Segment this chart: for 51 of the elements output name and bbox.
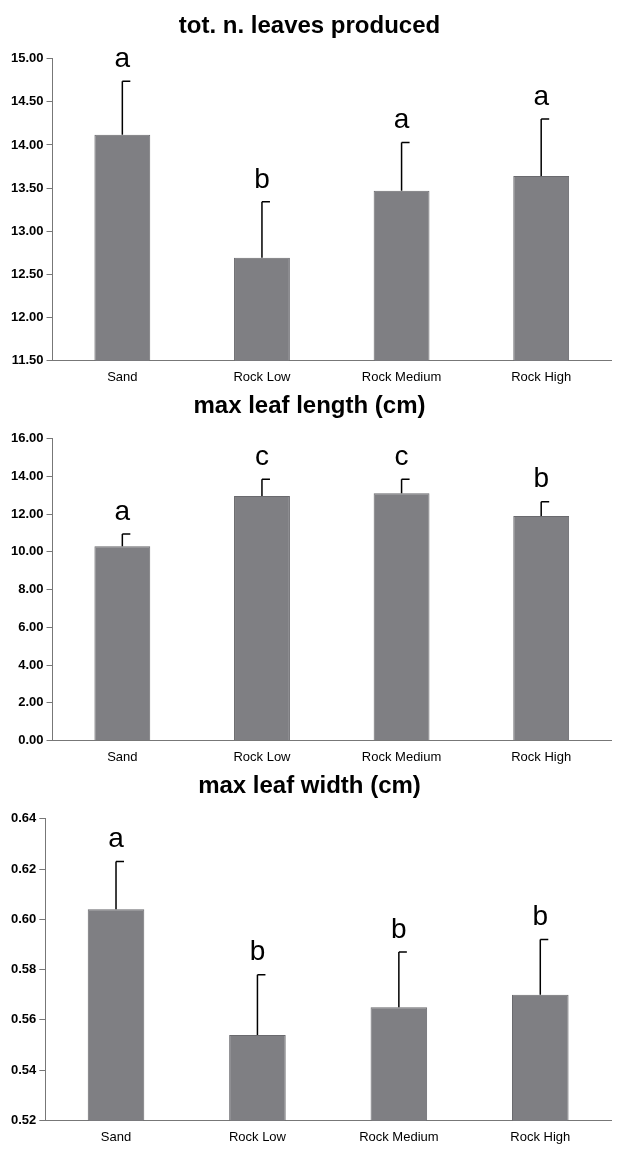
data-label: b xyxy=(391,912,407,944)
x-tick-label: Sand xyxy=(107,748,138,764)
data-label: b xyxy=(254,162,270,194)
y-tick-label: 13.00 xyxy=(10,222,44,238)
y-tick-label: 10.00 xyxy=(10,543,44,559)
y-tick-label: 0.00 xyxy=(18,731,44,747)
y-tick-label: 11.50 xyxy=(11,351,44,367)
x-tick-label: Sand xyxy=(100,1128,132,1144)
chart-title: max leaf length (cm) xyxy=(193,391,426,419)
x-tick-label: Rock Low xyxy=(228,1128,287,1144)
data-label: c xyxy=(254,439,269,471)
x-tick-label: Sand xyxy=(107,368,138,384)
y-tick-label: 14.00 xyxy=(10,136,44,152)
data-label: b xyxy=(532,900,549,932)
y-tick-label: 0.58 xyxy=(10,961,37,977)
data-label: b xyxy=(249,935,266,967)
data-label: a xyxy=(114,41,131,73)
x-tick-label: Rock High xyxy=(511,368,572,384)
y-tick-label: 0.52 xyxy=(10,1111,37,1127)
y-tick-label: 2.00 xyxy=(18,694,44,710)
y-tick-label: 0.60 xyxy=(10,910,37,926)
y-tick-label: 13.50 xyxy=(10,179,44,195)
y-tick-label: 14.00 xyxy=(10,468,44,484)
y-tick-label: 4.00 xyxy=(18,656,44,672)
x-tick-label: Rock High xyxy=(510,1128,571,1144)
x-tick-label: Rock Medium xyxy=(361,748,442,764)
chart-title: max leaf width (cm) xyxy=(198,771,421,799)
y-tick-label: 0.64 xyxy=(10,810,38,826)
y-tick-label: 0.56 xyxy=(10,1011,37,1027)
y-tick-label: 0.54 xyxy=(10,1061,38,1077)
y-tick-label: 16.00 xyxy=(10,430,44,446)
y-tick-label: 12.00 xyxy=(10,308,44,324)
data-label: a xyxy=(393,103,410,135)
y-tick-label: 0.62 xyxy=(10,860,37,876)
y-tick-label: 6.00 xyxy=(18,618,44,634)
y-tick-label: 12.00 xyxy=(10,505,44,521)
x-tick-label: Rock Low xyxy=(233,748,292,764)
data-label: a xyxy=(114,494,131,526)
x-tick-label: Rock Medium xyxy=(359,1128,439,1144)
y-tick-label: 8.00 xyxy=(18,581,44,597)
data-label: c xyxy=(394,439,409,471)
y-tick-label: 14.50 xyxy=(10,93,44,109)
data-label: b xyxy=(533,462,549,494)
data-label: a xyxy=(108,822,125,854)
x-tick-label: Rock Medium xyxy=(361,368,442,384)
y-tick-label: 15.00 xyxy=(10,50,44,66)
y-tick-label: 12.50 xyxy=(10,265,44,281)
x-tick-label: Rock High xyxy=(511,748,572,764)
chart-title: tot. n. leaves produced xyxy=(178,11,441,39)
x-tick-label: Rock Low xyxy=(233,368,292,384)
data-label: a xyxy=(533,79,550,111)
